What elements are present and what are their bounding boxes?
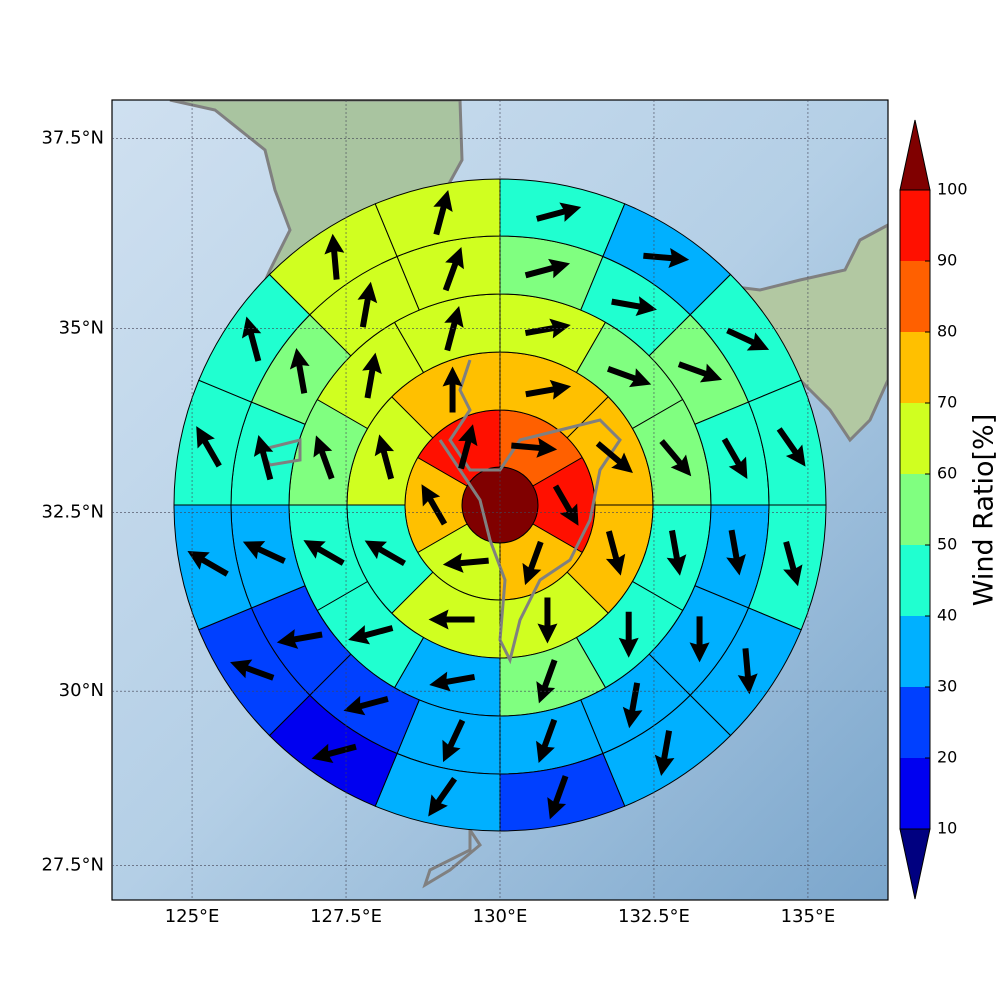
wind-arrow (303, 540, 345, 566)
colorbar-bin (900, 545, 930, 616)
sector (374, 178, 501, 258)
colorbar-tick-label: 60 (937, 464, 957, 483)
wind-arrow (536, 202, 582, 222)
wind-arrow (783, 541, 803, 587)
wind-arrow (348, 625, 394, 645)
wind-arrow (721, 437, 748, 479)
wind-arrow (442, 552, 489, 573)
x-tick-label: 127.5°E (310, 906, 382, 927)
wind-arrow (643, 248, 690, 268)
wind-arrow (442, 719, 466, 763)
wind-arrow (433, 190, 453, 236)
wind-arrow (428, 609, 475, 630)
colorbar-tick-label: 30 (937, 677, 957, 696)
wind-arrow (677, 361, 723, 383)
wind-arrow (429, 671, 476, 692)
wind-arrow (276, 629, 323, 649)
wind-arrow (737, 648, 758, 695)
wind-arrow (524, 258, 571, 279)
wind-arrow (442, 247, 464, 292)
colorbar-bin (900, 616, 930, 687)
colorbar-tick-label: 10 (937, 819, 957, 838)
colorbar-tick-label: 70 (937, 393, 957, 412)
coastline-kyushu (438, 359, 622, 665)
colorbar-bin (900, 403, 930, 474)
wind-arrow (536, 659, 558, 704)
wind-arrow (289, 348, 310, 394)
wind-arrow (524, 318, 571, 339)
wind-arrow (522, 540, 544, 586)
colorbar-frame (899, 189, 931, 830)
colorbar-over (899, 119, 931, 191)
wind-arrow (374, 434, 395, 480)
wind-arrow (776, 427, 806, 467)
colorbar-tick-label: 50 (937, 535, 957, 554)
wind-arrow (552, 484, 579, 526)
wind-arrow (659, 439, 692, 477)
wind-arrow (536, 718, 558, 763)
wind-arrow (196, 426, 222, 468)
wind-arrow (595, 441, 633, 473)
wind-arrow (362, 352, 382, 399)
wind-arrow (230, 659, 275, 681)
wind-arrow (611, 296, 657, 316)
wind-arrow (605, 530, 626, 576)
wind-arrow (547, 775, 569, 820)
wind-arrow (666, 529, 687, 576)
colorbar-under (899, 828, 931, 900)
colorbar-bin (900, 190, 930, 261)
x-tick-label: 130°E (473, 906, 528, 927)
y-tick-label: 27.5°N (41, 855, 104, 876)
wind-arrow (313, 435, 335, 480)
colorbar-bin (900, 474, 930, 545)
x-tick-label: 125°E (165, 906, 220, 927)
y-tick-label: 32.5°N (41, 501, 104, 522)
y-tick-label: 37.5°N (41, 128, 104, 149)
y-tick-label: 35°N (59, 317, 104, 338)
island (422, 825, 482, 889)
wind-arrow (442, 366, 463, 413)
colorbar-tick-label: 100 (937, 180, 968, 199)
wind-arrow (343, 695, 389, 716)
x-tick-label: 135°E (781, 906, 836, 927)
y-tick-label: 30°N (59, 680, 104, 701)
wind-arrow (726, 327, 770, 351)
wind-arrow (241, 316, 262, 362)
wind-arrow (357, 281, 378, 328)
wind-arrow (726, 529, 746, 576)
colorbar-tick-label: 80 (937, 322, 957, 341)
colorbar-label: Wind Ratio[%] (969, 414, 1000, 606)
wind-arrow (537, 597, 558, 644)
wind-arrow (458, 424, 478, 470)
x-tick-label: 132.5°E (618, 906, 690, 927)
wind-arrow (253, 434, 274, 481)
wind-arrow (187, 551, 229, 577)
wind-arrow (622, 682, 643, 729)
wind-arrow (428, 777, 458, 817)
colorbar-bin (900, 758, 930, 829)
colorbar-tick-label: 90 (937, 251, 957, 270)
colorbar-bin (900, 261, 930, 332)
wind-arrows (187, 190, 806, 820)
wind-arrow (324, 233, 345, 280)
wind-arrow (618, 611, 639, 658)
wind-arrow (689, 616, 710, 663)
colorbar-tick-label: 40 (937, 606, 957, 625)
wind-arrow (242, 541, 286, 564)
wind-arrow (421, 484, 448, 526)
colorbar-tick-label: 20 (937, 748, 957, 767)
wind-arrow (654, 730, 675, 776)
wind-arrow (311, 743, 357, 764)
colorbar-bin (900, 687, 930, 758)
wind-arrow (511, 437, 558, 458)
colorbar-bin (900, 332, 930, 403)
wind-arrow (364, 540, 406, 567)
wind-arrow (525, 379, 572, 400)
wind-arrow (606, 365, 652, 388)
